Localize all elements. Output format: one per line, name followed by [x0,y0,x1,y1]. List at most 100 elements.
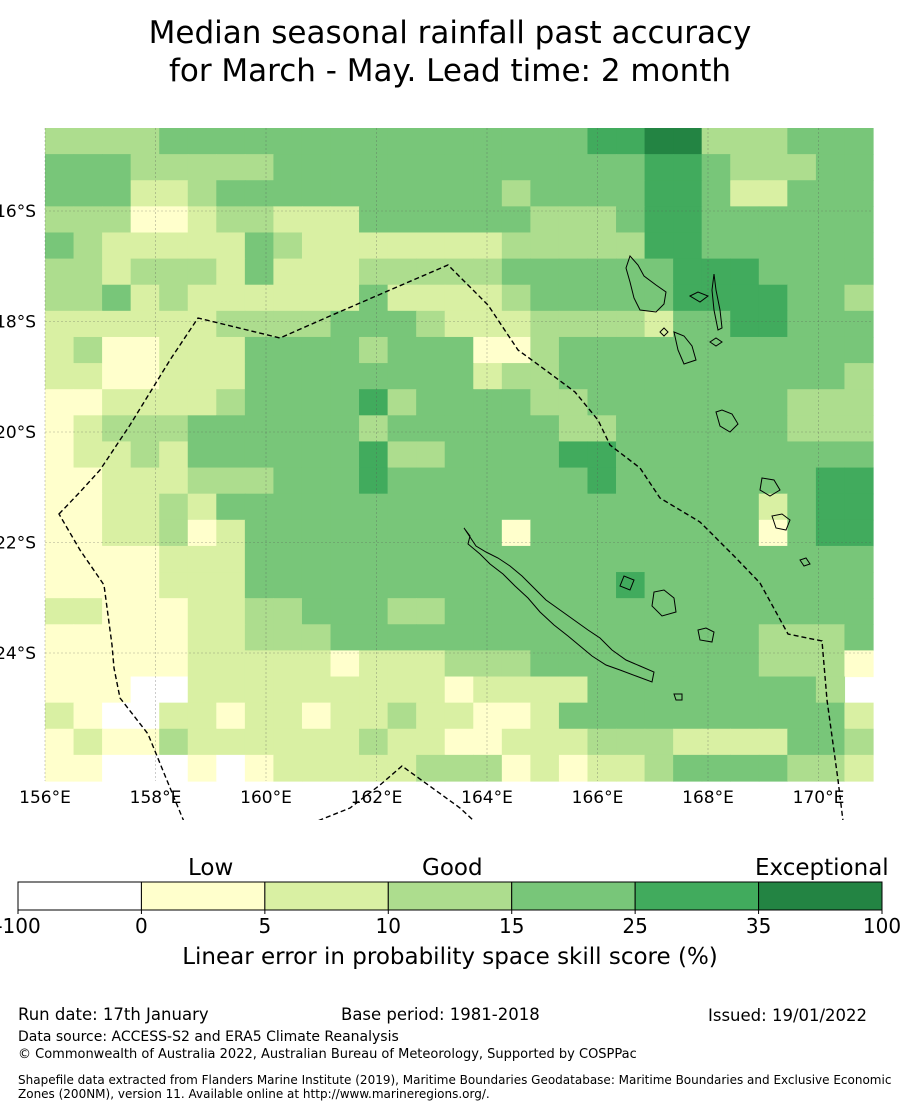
grid-cell [701,180,731,207]
grid-cell [187,754,217,782]
grid-cell [273,206,303,234]
grid-cell [844,206,874,234]
grid-cell [244,154,275,181]
grid-cell [444,206,474,234]
grid-cell [159,258,189,286]
grid-cell [730,258,760,286]
grid-cell [359,258,389,286]
grid-cell [644,702,674,730]
grid-cell [330,624,360,651]
grid-cell [387,728,417,756]
grid-cell [444,650,474,678]
grid-cell [673,754,703,782]
grid-cell [787,598,817,625]
grid-cell [416,702,446,730]
grid-cell [558,650,589,678]
grid-cell [473,310,503,338]
grid-cell [587,128,617,155]
grid-cell [501,728,531,756]
grid-cell [187,284,217,312]
grid-cell [473,545,503,573]
grid-cell [359,676,389,704]
grid-cell [159,441,189,469]
grid-cell [301,545,332,573]
grid-cell [844,258,874,286]
grid-cell [330,284,360,312]
small-islet-2 [709,337,723,347]
grid-cell [587,545,617,573]
grid-cell [644,336,674,364]
grid-cell [530,389,560,416]
grid-cell [473,154,503,181]
grid-cell [45,519,75,547]
grid-cell [558,128,589,155]
grid-cell [45,441,75,469]
grid-cell [644,180,674,207]
grid-cell [45,284,75,312]
grid-cell [359,467,389,495]
grid-cell [102,389,132,416]
grid-cell [530,310,560,338]
grid-cell [673,598,703,625]
lon-tick-label: 166°E [572,788,624,808]
colorbar-title: Linear error in probability space skill … [182,944,718,970]
grid-cell [301,493,332,521]
grid-cell [815,728,846,756]
grid-cell [130,336,160,364]
grid-cell [187,598,217,625]
grid-cell [587,258,617,286]
grid-cell [359,363,389,390]
grid-cell [387,389,417,416]
grid-cell [815,415,846,443]
category-label-good: Good [422,855,483,881]
grid-cell [844,389,874,416]
grid-cell [815,206,846,234]
grid-cell [387,363,417,390]
grid-cell [130,415,160,443]
colorbar-tick-label: 5 [258,914,271,938]
grid-cell [444,258,474,286]
grid-cell [73,336,103,364]
grid-cell [330,363,360,390]
grid-cell [273,284,303,312]
grid-cell [815,180,846,207]
grid-cell [330,728,360,756]
grid-cell [616,206,646,234]
grid-cell [130,702,160,730]
grid-cell [187,441,217,469]
grid-cell [159,128,189,155]
malekula-coast [673,331,697,365]
grid-cell [187,676,217,704]
colorbar-segments [17,881,883,911]
grid-cell [159,363,189,390]
grid-cell [616,415,646,443]
grid-cell [644,728,674,756]
colorbar-tick-label: 15 [499,914,524,938]
grid-cell [159,519,189,547]
copyright: © Commonwealth of Australia 2022, Austra… [18,1047,637,1062]
grid-cell [45,336,75,364]
grid-cell [187,650,217,678]
grid-cell [501,128,531,155]
lon-tick-label: 160°E [240,788,292,808]
grid-cell [416,519,446,547]
grid-cell [244,572,275,599]
grid-cell [730,624,760,651]
grid-cell [45,467,75,495]
grid-cell [387,519,417,547]
grid-cell [844,754,874,782]
grid-cell [416,363,446,390]
grid-cell [758,624,788,651]
grid-cell [301,389,332,416]
grid-cell [359,441,389,469]
grid-cell [844,284,874,312]
grid-cell [244,363,275,390]
colorbar-segment [264,881,389,911]
grid-cell [301,624,332,651]
grid-cell [473,676,503,704]
grid-cell [730,415,760,443]
grid-cell [844,154,874,181]
grid-cell [45,676,75,704]
pentecost-coast [711,273,723,331]
grid-cell [73,545,103,573]
